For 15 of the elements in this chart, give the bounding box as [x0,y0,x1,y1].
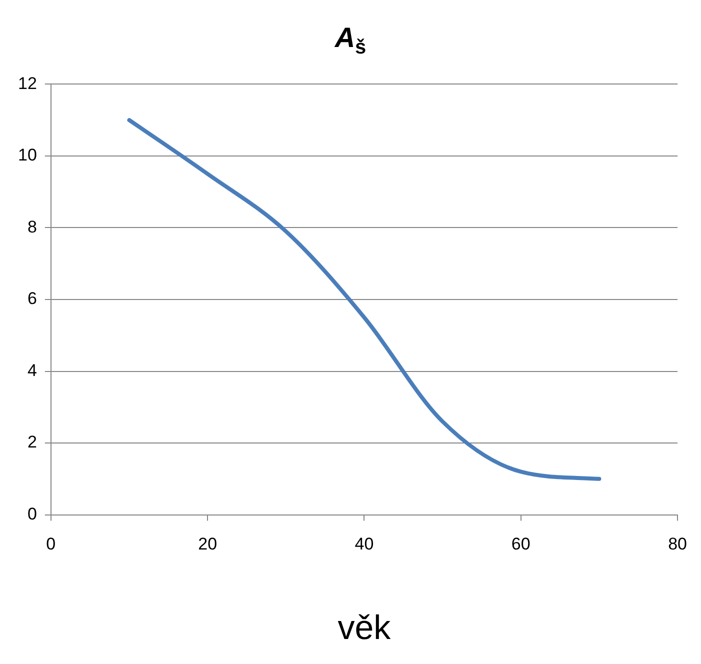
x-tick-label: 20 [198,534,218,554]
line-series [127,118,602,481]
chart-title: A$_{š}$ [334,21,368,61]
y-tick-label: 2 [27,432,37,452]
x-tick-label: 0 [46,534,56,554]
x-tick-label: 40 [354,534,374,554]
x-tick-label: 60 [511,534,530,554]
y-tick-label: 4 [27,360,37,380]
x-tick-label: 80 [668,534,688,554]
y-tick-label: 8 [27,217,37,236]
y-tick-label: 12 [18,74,37,93]
y-tick-label: 0 [27,504,37,524]
y-tick-label: 10 [18,146,37,165]
x-axis-title: věk [338,608,392,647]
y-tick-label: 6 [27,289,37,308]
